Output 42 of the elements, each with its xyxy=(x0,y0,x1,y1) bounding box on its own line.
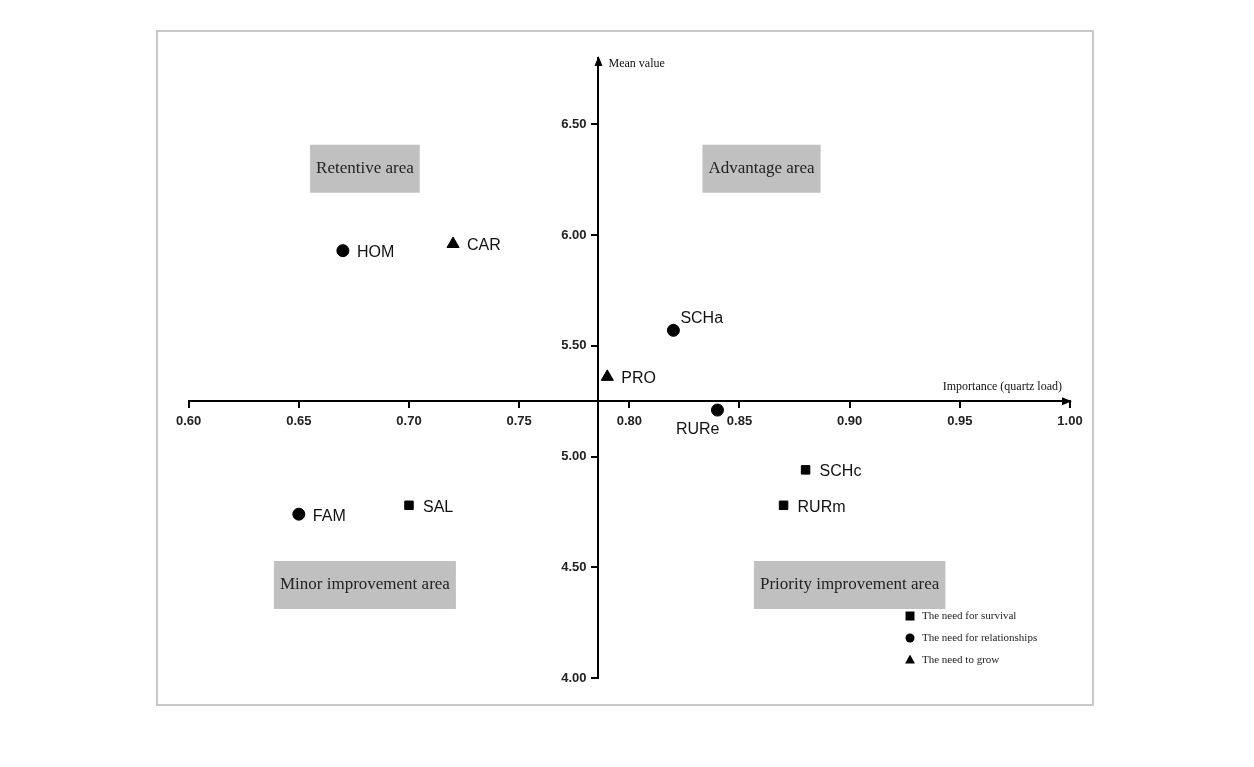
y-tick-label: 4.00 xyxy=(561,669,587,685)
point xyxy=(800,465,811,475)
y-tick-label: 4.50 xyxy=(561,558,587,574)
y-axis-title: Mean value xyxy=(608,56,665,71)
annotation: HOM xyxy=(356,243,395,261)
y-tick-label: 5.00 xyxy=(561,448,587,464)
x-tick-label: 0.80 xyxy=(616,412,642,428)
x-axis-title: Importance (quartz load) xyxy=(942,379,1062,394)
y-tick-label: 6.00 xyxy=(561,226,587,242)
point xyxy=(404,500,414,511)
y-tick-label: 6.50 xyxy=(561,116,587,132)
y-tick-label: 5.50 xyxy=(561,337,587,353)
point xyxy=(336,244,350,258)
x-tick-label: 0.60 xyxy=(175,412,202,428)
x-tick-label: 0.65 xyxy=(286,412,312,428)
point xyxy=(666,323,680,337)
x-tick-label: 0.70 xyxy=(396,412,422,428)
legend-label: The need to grow xyxy=(922,652,1000,665)
x-tick-label: 1.00 xyxy=(1057,412,1083,428)
annotation: PRO xyxy=(621,369,656,387)
annotation: Priority improvement area xyxy=(759,574,940,594)
point xyxy=(710,403,724,417)
annotation: Retentive area xyxy=(316,158,415,178)
legend-label: The need for relationships xyxy=(922,630,1038,643)
point xyxy=(446,236,460,248)
point xyxy=(600,369,614,381)
annotation: FAM xyxy=(312,506,346,524)
annotation: Minor improvement area xyxy=(279,574,451,594)
annotation: RURe xyxy=(675,420,720,438)
x-tick-label: 0.85 xyxy=(726,412,753,428)
annotation: SAL xyxy=(422,497,454,515)
x-tick-label: 0.95 xyxy=(947,412,973,428)
annotation: SCHa xyxy=(680,308,724,326)
annotation: SCHc xyxy=(819,462,862,480)
point xyxy=(778,500,789,511)
annotation: RURm xyxy=(797,497,846,515)
x-tick-label: 0.90 xyxy=(837,412,863,428)
legend-label: The need for survival xyxy=(922,608,1017,621)
point xyxy=(292,507,306,521)
annotation: Advantage area xyxy=(708,158,816,178)
x-tick-label: 0.75 xyxy=(506,412,532,428)
annotation: CAR xyxy=(467,236,501,254)
